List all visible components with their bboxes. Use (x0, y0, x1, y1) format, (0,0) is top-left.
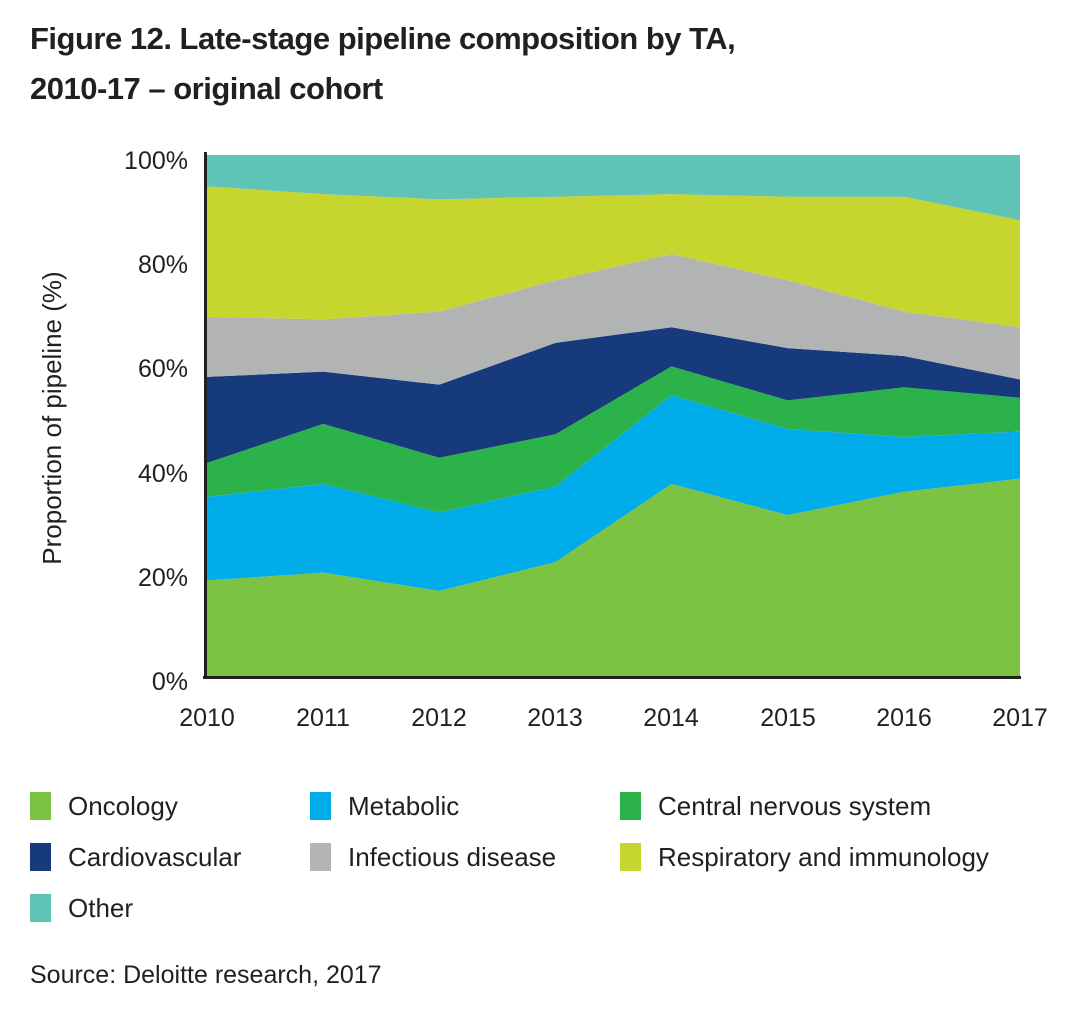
x-tick-label: 2011 (296, 704, 350, 732)
area-respiratory-and-immunology (207, 186, 1020, 328)
x-tick-label: 2015 (760, 704, 816, 732)
legend-item-metabolic: Metabolic (310, 792, 620, 820)
legend-swatch-central-nervous-system (620, 792, 641, 820)
title-line-2: 2010-17 – original cohort (30, 71, 383, 106)
source-text: Source: Deloitte research, 2017 (30, 961, 382, 989)
area-other (207, 155, 1020, 221)
y-tick-label: 60% (137, 355, 188, 383)
area-metabolic (207, 395, 1020, 591)
legend-label: Infectious disease (348, 842, 557, 872)
legend-label: Other (68, 893, 134, 923)
area-infectious-disease (207, 254, 1020, 385)
legend-swatch-infectious-disease (310, 843, 331, 871)
legend-label: Respiratory and immunology (658, 842, 989, 872)
x-tick-label: 2010 (179, 704, 235, 732)
y-tick-label: 80% (137, 251, 188, 279)
legend-swatch-cardiovascular (30, 843, 51, 871)
legend-swatch-other (30, 894, 51, 922)
area-cardiovascular (207, 327, 1020, 463)
legend-label: Oncology (68, 791, 178, 821)
y-tick-label: 20% (137, 564, 188, 592)
legend-item-cardiovascular: Cardiovascular (30, 843, 310, 871)
x-tick-label: 2014 (643, 704, 699, 732)
legend-swatch-respiratory-and-immunology (620, 843, 641, 871)
x-tick-label: 2016 (876, 704, 932, 732)
x-tick-label: 2013 (527, 704, 583, 732)
legend-label: Central nervous system (658, 791, 932, 821)
legend-swatch-metabolic (310, 792, 331, 820)
legend-item-central-nervous-system: Central nervous system (620, 792, 1060, 820)
legend-item-infectious-disease: Infectious disease (310, 843, 620, 871)
legend-label: Metabolic (348, 791, 460, 821)
stacked-areas (207, 155, 1020, 677)
legend-label: Cardiovascular (68, 842, 242, 872)
legend-item-respiratory-and-immunology: Respiratory and immunology (620, 843, 1060, 871)
page-title: Figure 12. Late-stage pipeline compositi… (30, 14, 1010, 114)
title-line-1: Figure 12. Late-stage pipeline compositi… (30, 21, 736, 56)
legend-item-oncology: Oncology (30, 792, 310, 820)
area-central-nervous-system (207, 366, 1020, 513)
x-tick-label: 2017 (992, 704, 1048, 732)
y-tick-label: 0% (151, 668, 188, 696)
y-tick-label: 100% (124, 147, 188, 175)
x-tick-label: 2012 (411, 704, 467, 732)
y-tick-label: 40% (137, 460, 188, 488)
chart-legend: Oncology Metabolic Central nervous syste… (30, 792, 1060, 922)
legend-item-other: Other (30, 894, 310, 922)
area-oncology (207, 478, 1020, 677)
legend-swatch-oncology (30, 792, 51, 820)
